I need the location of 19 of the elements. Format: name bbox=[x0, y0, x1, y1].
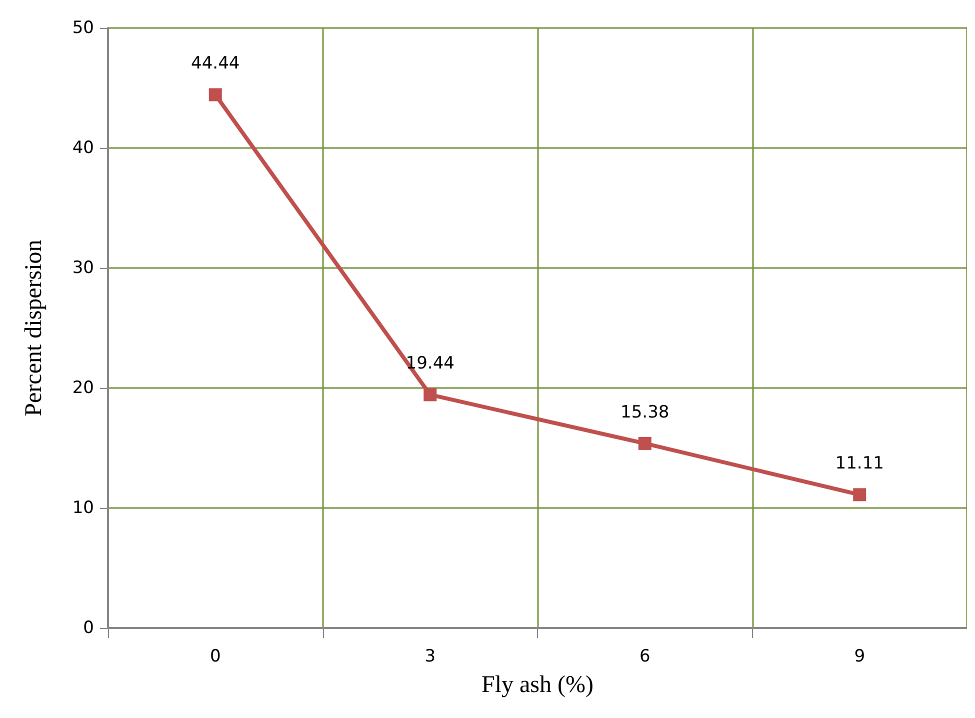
data-label: 11.11 bbox=[835, 454, 884, 474]
x-tick-label: 0 bbox=[210, 646, 221, 666]
data-label: 15.38 bbox=[620, 402, 670, 422]
x-tick-label: 9 bbox=[854, 646, 866, 666]
point bbox=[853, 488, 866, 502]
y-tick-label: 50 bbox=[72, 18, 94, 38]
x-tick-label: 3 bbox=[424, 646, 436, 666]
point bbox=[424, 388, 437, 402]
y-axis-title: Percent dispersion bbox=[21, 240, 47, 416]
point bbox=[638, 436, 652, 450]
x-axis-title: Fly ash (%) bbox=[482, 672, 594, 698]
y-tick-label: 20 bbox=[72, 378, 94, 398]
point bbox=[208, 88, 222, 102]
data-label: 44.44 bbox=[191, 54, 240, 74]
y-tick-label: 40 bbox=[72, 138, 94, 158]
y-tick-label: 10 bbox=[72, 498, 94, 518]
y-tick-label: 0 bbox=[83, 618, 94, 638]
x-tick-label: 6 bbox=[639, 646, 650, 666]
y-tick-label: 30 bbox=[72, 258, 94, 278]
